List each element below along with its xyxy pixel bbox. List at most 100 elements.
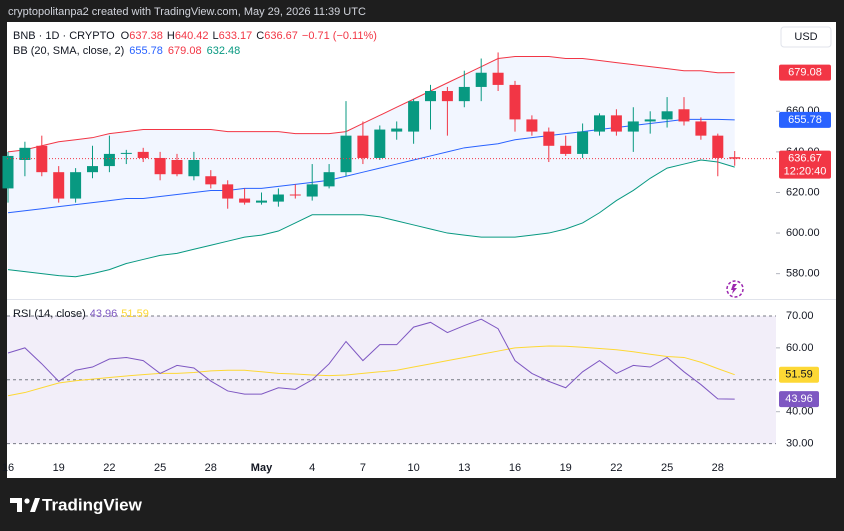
candle-body [594, 115, 605, 132]
chart-area [7, 22, 836, 478]
candle-body [340, 135, 352, 173]
candle-body [256, 200, 267, 203]
last-price-box [779, 150, 831, 179]
candle-body [323, 172, 335, 187]
x-tick-label: 19 [560, 462, 572, 474]
candle-body [137, 151, 149, 158]
bb-upper-line [7, 56, 735, 153]
last-price-label: 636.67 [788, 153, 822, 165]
legend-ohlc: BNB · 1D · CRYPTO O637.38 H640.42 L633.17 C6… [13, 30, 377, 42]
candle-body [239, 198, 251, 203]
rsi-line [7, 318, 735, 400]
ohlc-prefix: C [256, 30, 264, 42]
rsi-value-box [779, 366, 819, 383]
candle-body [712, 135, 724, 158]
y-tick-label: 70.00 [786, 310, 814, 322]
bb-upper-box [779, 64, 831, 81]
candle-body [678, 109, 690, 122]
ohlc-prefix: L [213, 30, 219, 42]
x-tick-label: 10 [407, 462, 419, 474]
footer-logo [10, 498, 40, 512]
candle-body [661, 111, 673, 120]
countdown: 12:20:40 [784, 166, 827, 178]
candle-body [120, 152, 132, 154]
ohlc-value: 640.42 [175, 30, 209, 42]
x-tick-label: 4 [309, 462, 315, 474]
bb-label: BB (20, SMA, close, 2) [13, 45, 124, 57]
x-tick-label: 28 [712, 462, 724, 474]
x-tick-label: 16 [509, 462, 521, 474]
x-tick-label: 25 [154, 462, 166, 474]
header: cryptopolitanpa2 created with TradingVie… [8, 6, 366, 18]
candle-body [543, 131, 555, 146]
candle-body [70, 172, 82, 199]
ohlc-value: 633.17 [219, 30, 253, 42]
ohlc-prefix: H [167, 30, 175, 42]
candle-body [222, 184, 234, 199]
candle-body [205, 176, 217, 185]
x-tick-label: 7 [360, 462, 366, 474]
candle-body [509, 84, 521, 120]
candle-body [526, 119, 538, 132]
y-tick-label: 620.00 [786, 186, 820, 198]
y-tick-label: 30.00 [786, 438, 814, 450]
currency[interactable]: USD [794, 31, 817, 43]
bb-basis-label: 655.78 [788, 114, 822, 126]
bb-lower-line [7, 159, 735, 278]
candle-body [492, 72, 504, 85]
rsi-value: 43.96 [90, 308, 118, 320]
x-tick-label: 28 [205, 462, 217, 474]
candle-body [458, 86, 470, 102]
candle-body [154, 157, 166, 175]
x-tick-label: 25 [661, 462, 673, 474]
candle-body [425, 91, 436, 102]
candle-body [306, 184, 318, 197]
x-tick-label: 13 [458, 462, 470, 474]
rsi-value: 51.59 [121, 308, 149, 320]
x-tick-label: 22 [610, 462, 622, 474]
candle-body [475, 72, 487, 87]
candle-body [374, 129, 386, 158]
y-tick-label: 600.00 [786, 227, 820, 239]
bb-value: 632.48 [207, 45, 241, 57]
replay-icon[interactable] [726, 280, 744, 298]
candle-body [2, 155, 14, 189]
candle-body [695, 121, 707, 136]
x-tick-label: 19 [53, 462, 65, 474]
candle-body [289, 194, 301, 196]
rsi-line [7, 345, 735, 397]
candle-body [357, 135, 369, 158]
candle-body [441, 91, 453, 102]
rsi-value-label: 51.59 [785, 369, 813, 381]
ohlc-value: 636.67 [264, 30, 298, 42]
y-tick-label: 40.00 [786, 406, 814, 418]
x-tick-label: 22 [103, 462, 115, 474]
y-tick-label: 580.00 [786, 268, 820, 280]
symbol: BNB · 1D · CRYPTO [13, 30, 115, 42]
ohlc-prefix: O [121, 30, 130, 42]
candle-body [577, 131, 589, 154]
x-tick-label: 16 [2, 462, 14, 474]
candle-body [560, 145, 572, 154]
currency-button[interactable] [780, 26, 832, 48]
candle-body [188, 160, 200, 177]
x-tick-label: May [251, 462, 273, 474]
candle-body [171, 160, 183, 175]
candle-body [610, 115, 622, 132]
candle-body [729, 157, 741, 159]
legend-bb: BB (20, SMA, close, 2) 655.78 679.08 632.48 [13, 45, 240, 57]
candle-body [627, 121, 639, 132]
candle-body [53, 172, 65, 199]
y-tick-label: 60.00 [786, 342, 814, 354]
bb-basis-box [779, 111, 831, 128]
candle-body [644, 119, 656, 122]
footer-logo-text: TradingView [42, 495, 143, 514]
candle-body [36, 145, 48, 173]
rsi-value-box [779, 391, 819, 408]
candle-body [272, 194, 284, 202]
rsi-value-label: 43.96 [785, 393, 813, 405]
candle-body [408, 101, 420, 132]
bb-value: 655.78 [129, 45, 163, 57]
